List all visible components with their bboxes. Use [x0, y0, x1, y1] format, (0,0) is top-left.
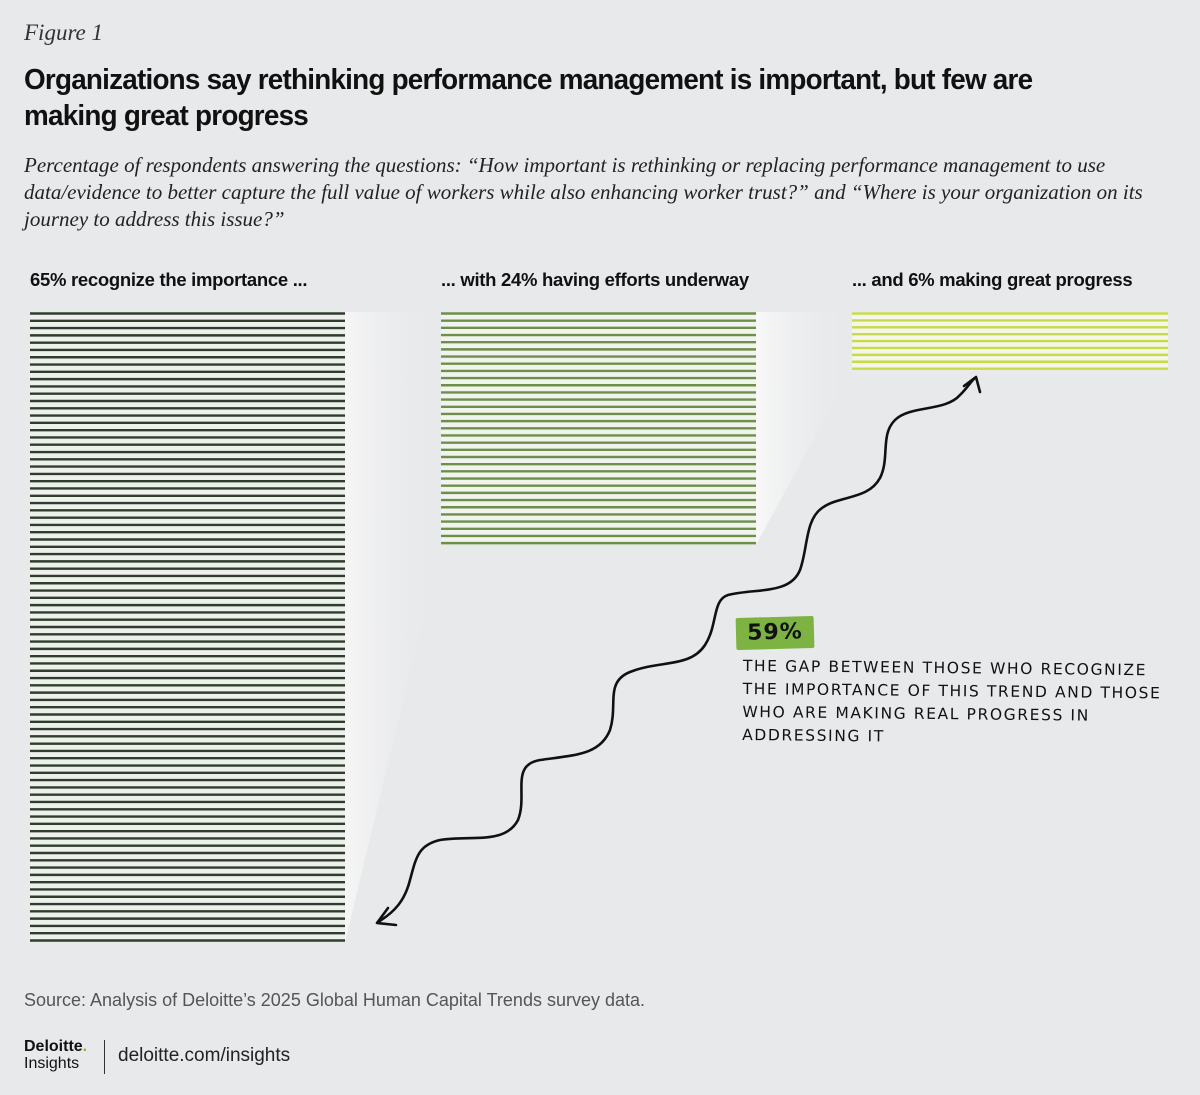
category-label-1: 65% recognize the importance ...	[30, 269, 307, 290]
chart-title: Organizations say rethinking performance…	[24, 64, 1033, 132]
brand-divider	[104, 1040, 105, 1074]
bars	[30, 312, 1168, 942]
column-labels: 65% recognize the importance ... ... with…	[30, 269, 1133, 290]
category-label-2: ... with 24% having efforts underway	[441, 269, 750, 290]
gap-arrow	[375, 375, 982, 927]
deloitte-logo: Deloitte. Insights	[24, 1038, 106, 1072]
bar-2	[441, 312, 756, 545]
brand-url[interactable]: deloitte.com/insights	[118, 1045, 291, 1066]
category-label-3: ... and 6% making great progress	[852, 269, 1132, 290]
gap-annotation: THE GAP BETWEEN THOSE WHO RECOGNIZE THE …	[742, 656, 1162, 746]
gap-value-badge: 59%	[735, 615, 815, 651]
brand-sub: Insights	[24, 1055, 80, 1072]
bar-1	[30, 312, 345, 942]
connectors	[345, 312, 852, 942]
chart-subtitle: Percentage of respondents answering the …	[24, 153, 1143, 231]
connector-2	[756, 312, 852, 545]
brand-name: Deloitte	[24, 1038, 83, 1055]
bar-3	[852, 312, 1168, 371]
connector-1	[345, 312, 441, 942]
source-note: Source: Analysis of Deloitte’s 2025 Glob…	[24, 990, 645, 1010]
figure-label: Figure 1	[24, 20, 103, 45]
brand-dot: .	[82, 1038, 88, 1055]
